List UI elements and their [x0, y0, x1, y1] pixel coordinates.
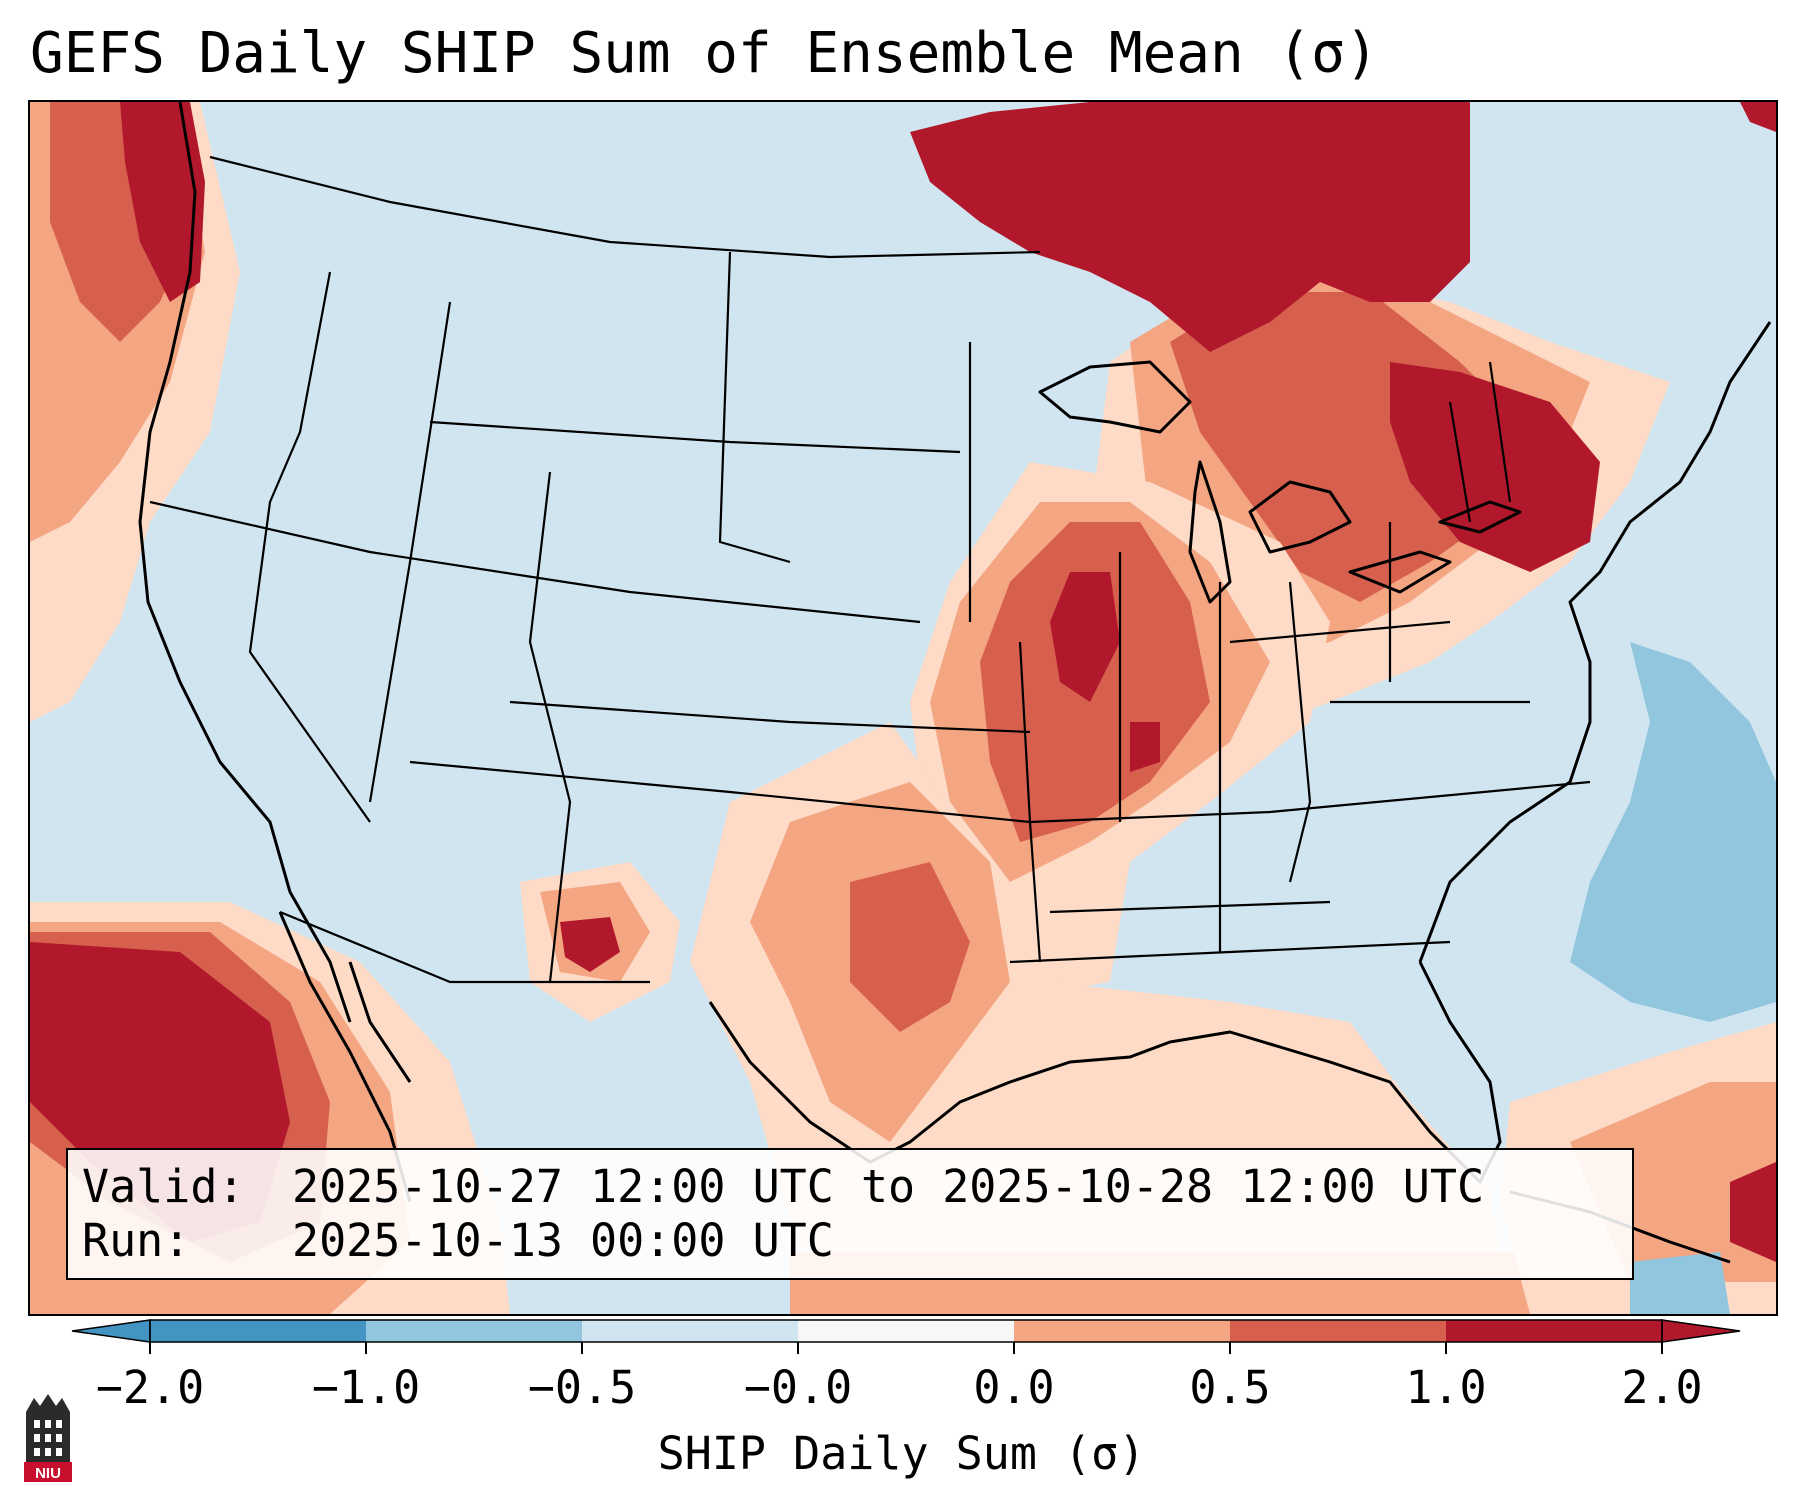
- colorbar-extend-high: [1661, 1319, 1741, 1343]
- canada-max: [910, 102, 1470, 352]
- valley-max-1: [1050, 572, 1120, 702]
- colorbar-outline: [149, 1319, 1663, 1343]
- colorbar-segment: [150, 1320, 367, 1342]
- colorbar-tick-label: −1.0: [311, 1361, 421, 1414]
- pnw-max: [120, 102, 205, 302]
- colorbar-segment: [1446, 1320, 1663, 1342]
- niu-logo: NIU: [24, 1394, 72, 1482]
- colorbar-segment: [1014, 1320, 1231, 1342]
- colorbar-tick-label: 1.0: [1405, 1361, 1487, 1414]
- run-value: 2025-10-13 00:00 UTC: [292, 1214, 834, 1267]
- atlantic-canada-max: [1740, 102, 1776, 132]
- texas-strong: [850, 862, 970, 1032]
- colorbar-segment: [1230, 1320, 1447, 1342]
- niu-text: NIU: [35, 1465, 61, 1482]
- colorbar-tick-label: 0.0: [973, 1361, 1055, 1414]
- colorbar-label: SHIP Daily Sum (σ): [657, 1427, 1146, 1480]
- colorbar-tick-label: 0.5: [1189, 1361, 1271, 1414]
- valid-run-box: Valid: 2025-10-27 12:00 UTC to 2025-10-28…: [66, 1148, 1634, 1280]
- colorbar-tick-label: 2.0: [1621, 1361, 1703, 1414]
- atlantic-negative: [1570, 642, 1776, 1022]
- state-border-lines: [149, 155, 1591, 984]
- niu-badge: [24, 1462, 72, 1482]
- colorbar-extend-low: [71, 1319, 151, 1343]
- colorbar-tick-label: −2.0: [95, 1361, 205, 1414]
- nm-max: [560, 917, 620, 972]
- caribbean-negative: [1630, 1252, 1730, 1314]
- run-row: Run: 2025-10-13 00:00 UTC: [82, 1214, 1632, 1268]
- colorbar-tick-label: −0.5: [527, 1361, 637, 1414]
- colorbar-segment: [366, 1320, 583, 1342]
- niu-tower-windows: [34, 1420, 62, 1456]
- colorbar: [71, 1319, 1741, 1354]
- valid-value: 2025-10-27 12:00 UTC to 2025-10-28 12:00…: [292, 1160, 1485, 1213]
- caribbean-max: [1730, 1162, 1776, 1262]
- valid-row: Valid: 2025-10-27 12:00 UTC to 2025-10-28…: [82, 1160, 1632, 1214]
- ship-anomaly-map: [30, 102, 1776, 1314]
- valid-label: Valid:: [82, 1160, 245, 1213]
- map-title: GEFS Daily SHIP Sum of Ensemble Mean (σ): [30, 21, 1379, 86]
- map-panel: [28, 100, 1778, 1316]
- valley-max-2: [1130, 722, 1160, 772]
- run-label: Run:: [82, 1214, 191, 1267]
- colorbar-segment: [798, 1320, 1015, 1342]
- colorbar-segment: [582, 1320, 799, 1342]
- colorbar-tick-label: −0.0: [743, 1361, 853, 1414]
